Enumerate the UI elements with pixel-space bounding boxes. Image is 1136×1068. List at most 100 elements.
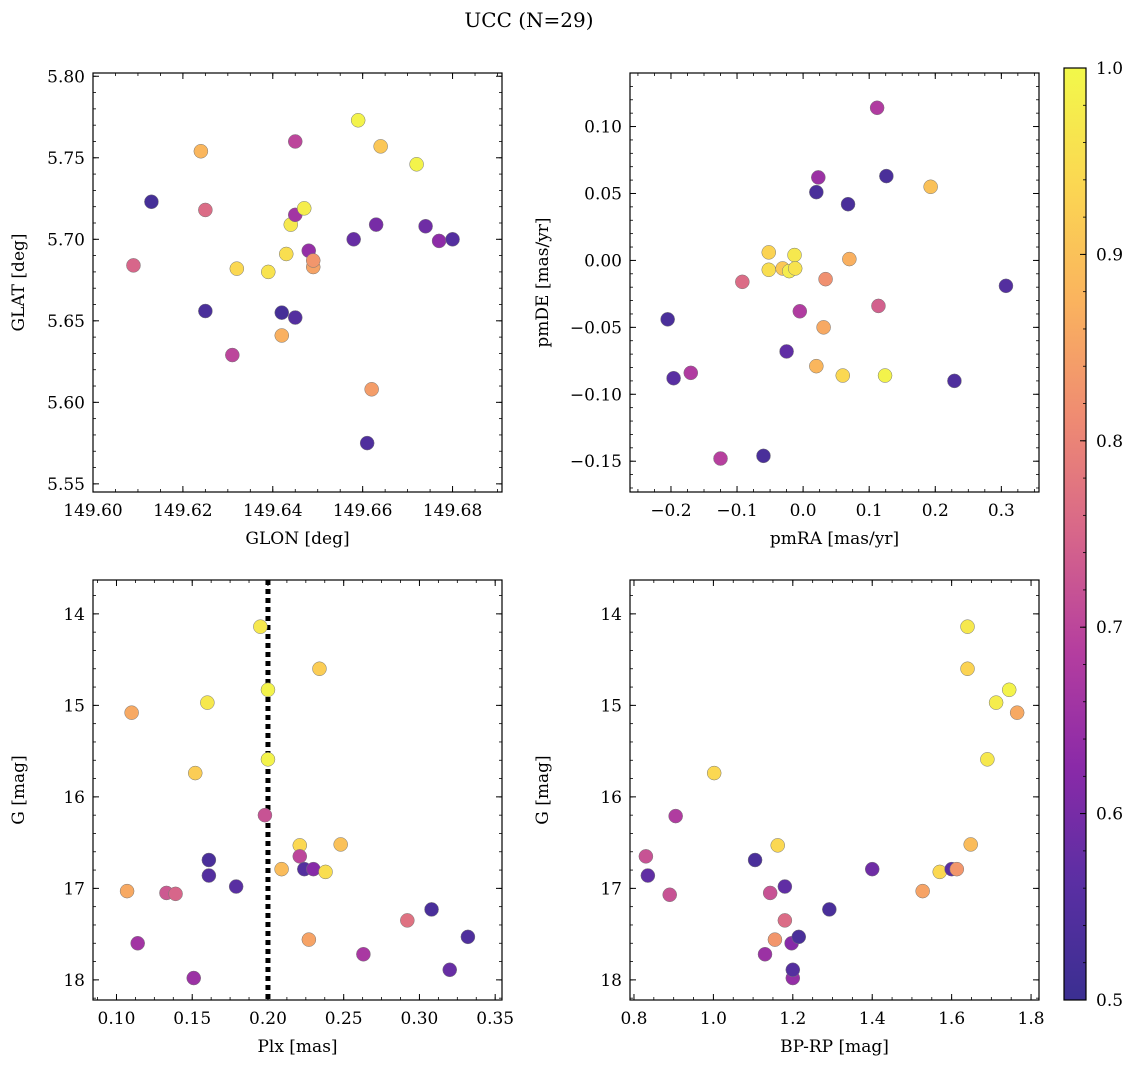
- data-point: [418, 219, 433, 234]
- x-axis-label: pmRA [mas/yr]: [770, 529, 899, 549]
- x-tick-label: −0.2: [650, 501, 691, 521]
- data-point: [747, 852, 763, 868]
- panel-plx-g: 0.10 0.15 0.20 0.25 0.30 0.35 14 15 16 17 18 Plx [m…: [9, 579, 514, 1057]
- data-point: [770, 838, 785, 853]
- data-point: [640, 868, 656, 883]
- data-point: [288, 310, 303, 325]
- x-tick-label: 0.1: [856, 501, 883, 521]
- colorbar-tick-label: 0.6: [1096, 805, 1123, 825]
- y-tick-label: 5.80: [47, 67, 85, 87]
- data-point: [144, 194, 159, 210]
- figure-title: UCC (N=29): [464, 8, 593, 32]
- data-point: [260, 682, 276, 698]
- data-point: [761, 262, 777, 278]
- data-point: [333, 837, 348, 852]
- y-axis-label: G [mag]: [9, 755, 29, 824]
- panel-glon-glat: 149.60 149.62 149.64 149.66 149.68 5.55 5.60 5.…: [9, 67, 503, 549]
- data-point: [346, 232, 361, 247]
- x-tick-label: 1.6: [938, 1009, 965, 1029]
- y-tick-label: 16: [600, 788, 622, 808]
- data-point: [662, 887, 677, 903]
- data-point: [988, 695, 1004, 710]
- y-tick-label: 0.00: [584, 251, 622, 271]
- colorbar-tick-label: 0.8: [1096, 432, 1123, 452]
- data-point: [257, 807, 273, 823]
- data-point: [201, 852, 217, 868]
- data-point: [274, 328, 290, 343]
- data-point: [756, 448, 771, 464]
- y-tick-label: 0.05: [584, 184, 622, 204]
- data-point: [816, 320, 831, 335]
- data-point: [947, 373, 962, 389]
- data-point: [791, 929, 807, 945]
- data-point: [312, 661, 327, 677]
- data-point: [168, 886, 183, 902]
- colorbar-tick-label: 0.9: [1096, 245, 1123, 265]
- x-tick-label: 1.4: [859, 1009, 886, 1029]
- y-tick-label: 18: [600, 971, 622, 991]
- axes-frame: [629, 579, 1040, 1001]
- x-tick-label: 149.64: [243, 501, 302, 521]
- data-point: [683, 365, 699, 381]
- data-point: [949, 861, 965, 877]
- y-tick-label: 14: [600, 605, 622, 625]
- data-point: [869, 100, 885, 116]
- data-point: [792, 304, 808, 319]
- x-tick-label: 1.8: [1018, 1009, 1045, 1029]
- data-point: [126, 258, 141, 273]
- data-point: [767, 932, 783, 947]
- data-point: [818, 271, 833, 287]
- y-tick-label: 5.55: [47, 475, 85, 495]
- x-tick-label: 1.2: [779, 1009, 806, 1029]
- y-tick-label: 5.65: [47, 312, 85, 332]
- data-point: [877, 368, 893, 383]
- panel-pmra-pmde: −0.2 −0.1 0.0 0.1 0.2 0.3 −0.15 −0.10 −0.05 0.00 0…: [533, 72, 1040, 549]
- data-point: [960, 619, 975, 634]
- data-point: [1009, 705, 1025, 720]
- y-axis-label: G [mag]: [533, 755, 553, 824]
- x-tick-label: 149.60: [63, 501, 122, 521]
- colorbar-tick-label: 0.7: [1096, 618, 1123, 638]
- data-point: [980, 752, 995, 767]
- x-tick-label: 0.10: [98, 1009, 136, 1029]
- y-tick-label: −0.10: [570, 385, 622, 405]
- panel-bprp-g: 0.8 1.0 1.2 1.4 1.6 1.8 14 15 16 17 18 BP-RP [mag] G…: [533, 579, 1045, 1057]
- y-tick-label: 5.75: [47, 149, 85, 169]
- data-point: [442, 962, 457, 978]
- data-point: [809, 184, 824, 200]
- y-tick-label: 17: [63, 879, 85, 899]
- y-tick-label: 5.70: [47, 230, 85, 250]
- data-point: [306, 861, 321, 877]
- y-tick-label: −0.05: [570, 318, 622, 338]
- data-point: [777, 913, 793, 928]
- data-point: [963, 837, 978, 852]
- data-point: [668, 808, 683, 824]
- y-tick-label: 16: [63, 788, 85, 808]
- data-point: [261, 264, 276, 280]
- data-point: [373, 139, 388, 154]
- data-point: [301, 932, 317, 947]
- data-point: [188, 765, 203, 781]
- data-point: [279, 246, 294, 262]
- data-point: [198, 202, 213, 218]
- data-point: [193, 144, 209, 159]
- x-axis-label: GLON [deg]: [245, 529, 349, 549]
- x-tick-label: 1.0: [700, 1009, 727, 1029]
- data-point: [822, 902, 837, 917]
- data-point: [431, 233, 447, 249]
- y-tick-label: 5.60: [47, 393, 85, 413]
- data-point: [779, 344, 794, 359]
- axes-frame: [92, 579, 503, 1001]
- x-tick-label: 0.3: [988, 501, 1015, 521]
- x-tick-label: 0.25: [325, 1009, 363, 1029]
- data-point: [761, 245, 777, 260]
- axes-frame: [92, 72, 503, 493]
- data-point: [364, 382, 379, 397]
- y-tick-label: 15: [600, 696, 622, 716]
- data-point: [713, 451, 728, 466]
- data-point: [124, 705, 139, 720]
- data-point: [274, 861, 289, 877]
- data-point: [923, 179, 938, 195]
- y-tick-label: 14: [63, 605, 85, 625]
- data-point: [198, 303, 213, 319]
